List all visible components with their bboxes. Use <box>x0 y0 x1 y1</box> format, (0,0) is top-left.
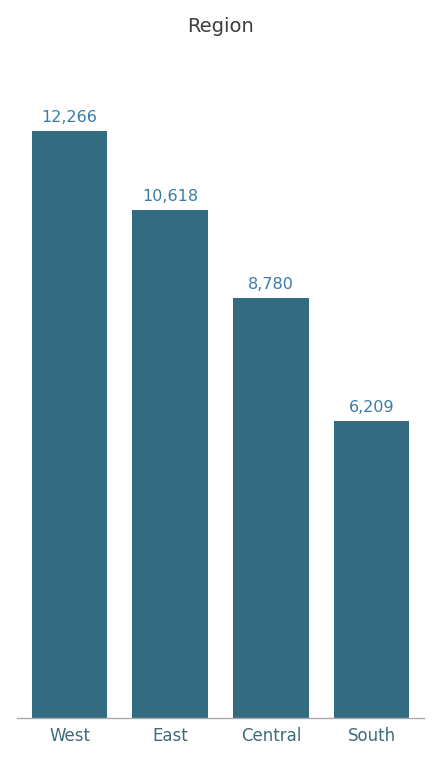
Text: 10,618: 10,618 <box>142 189 198 204</box>
Text: 12,266: 12,266 <box>41 110 97 126</box>
Text: 8,780: 8,780 <box>248 277 294 292</box>
Bar <box>32 131 107 718</box>
Bar <box>334 421 409 718</box>
Bar <box>132 210 208 718</box>
Text: 6,209: 6,209 <box>349 400 394 415</box>
Bar <box>233 298 309 718</box>
Title: Region: Region <box>187 17 254 36</box>
